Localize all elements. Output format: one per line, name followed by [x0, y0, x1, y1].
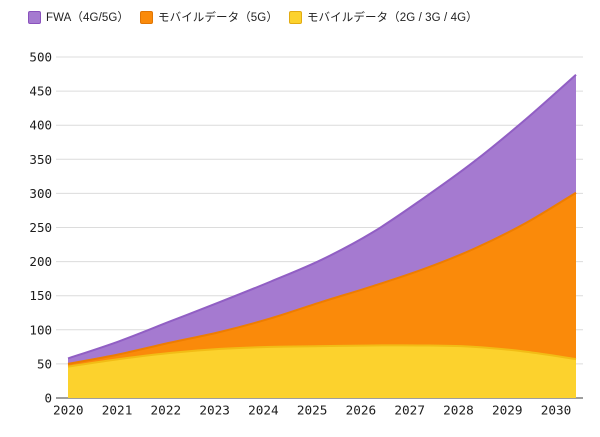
- y-axis-tick-50: 50: [37, 356, 52, 371]
- area-mobile-2g3g4g: [68, 345, 576, 398]
- area-fwa-edge: [67, 73, 577, 360]
- y-axis-tick-200: 200: [29, 254, 52, 269]
- x-axis-tick-2026: 2026: [346, 403, 377, 418]
- y-axis-tick-250: 250: [29, 220, 52, 235]
- x-axis-tick-2021: 2021: [102, 403, 133, 418]
- legend-swatch-orange-icon: [140, 10, 153, 24]
- legend-item-mobile-2g3g4g[interactable]: モバイルデータ（2G / 3G / 4G）: [288, 9, 478, 25]
- legend-label-fwa: FWA（4G/5G）: [46, 12, 129, 24]
- legend-label-mobile-5g: モバイルデータ（5G）: [158, 12, 278, 24]
- x-axis-tick-2023: 2023: [199, 403, 230, 418]
- chart-legend: FWA（4G/5G） モバイルデータ（5G） モバイルデータ（2G / 3G /…: [28, 9, 478, 25]
- x-axis-tick-2022: 2022: [151, 403, 182, 418]
- legend-label-mobile-2g3g4g: モバイルデータ（2G / 3G / 4G）: [306, 12, 478, 24]
- x-axis-tick-2028: 2028: [443, 403, 474, 418]
- area-mobile-5g-edge: [67, 191, 577, 365]
- area-mobile-2g3g4g-edge: [67, 344, 577, 368]
- x-axis-tick-2029: 2029: [492, 403, 523, 418]
- y-axis-tick-450: 450: [29, 84, 52, 99]
- y-axis-tick-300: 300: [29, 186, 52, 201]
- y-axis-tick-500: 500: [29, 50, 52, 65]
- x-axis-tick-2027: 2027: [394, 403, 425, 418]
- legend-swatch-yellow-icon: [288, 10, 302, 24]
- legend-item-fwa[interactable]: FWA（4G/5G）: [28, 9, 129, 25]
- legend-item-mobile-5g[interactable]: モバイルデータ（5G）: [140, 9, 278, 25]
- y-axis-tick-0: 0: [44, 391, 52, 406]
- y-axis-tick-400: 400: [29, 118, 52, 133]
- x-axis-tick-2025: 2025: [297, 403, 328, 418]
- y-axis-tick-350: 350: [29, 152, 52, 167]
- x-axis-tick-2020: 2020: [53, 403, 84, 418]
- y-axis-tick-150: 150: [29, 288, 52, 303]
- x-axis-tick-2030: 2030: [541, 403, 572, 418]
- legend-swatch-purple-icon: [28, 10, 41, 24]
- x-axis-tick-2024: 2024: [248, 403, 279, 418]
- y-axis-tick-100: 100: [29, 322, 52, 337]
